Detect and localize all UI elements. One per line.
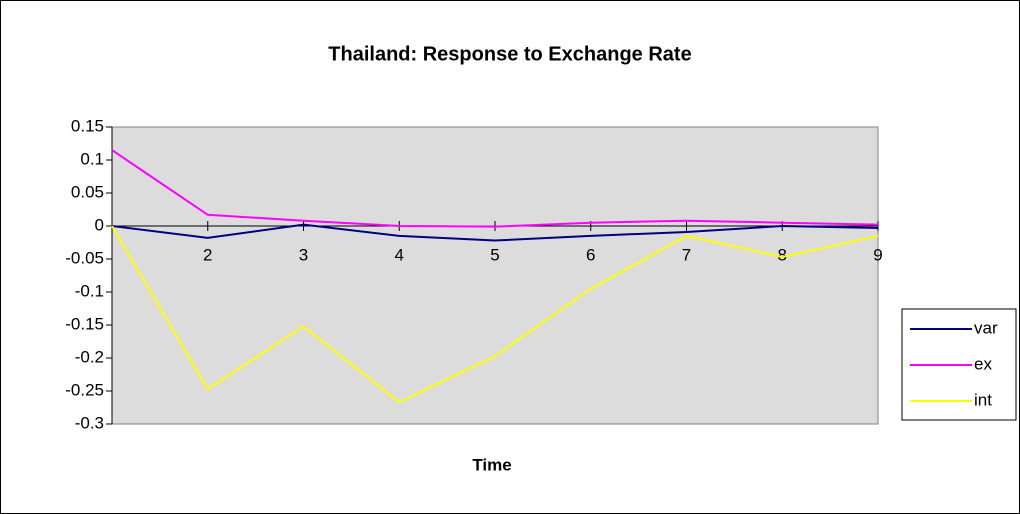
legend-label: int bbox=[974, 390, 992, 409]
y-tick-label: 0.05 bbox=[71, 182, 104, 201]
x-tick-label: 3 bbox=[299, 245, 308, 264]
y-tick-label: 0.15 bbox=[71, 116, 104, 135]
legend-label: var bbox=[974, 318, 998, 337]
x-tick-label: 5 bbox=[490, 245, 499, 264]
y-tick-label: -0.1 bbox=[75, 281, 104, 300]
x-tick-label: 2 bbox=[203, 245, 212, 264]
x-tick-label: 6 bbox=[586, 245, 595, 264]
plot-area bbox=[111, 126, 879, 425]
y-tick-label: 0.1 bbox=[80, 149, 104, 168]
chart-title: Thailand: Response to Exchange Rate bbox=[328, 43, 691, 65]
y-tick-label: -0.15 bbox=[65, 314, 104, 333]
series-line bbox=[111, 223, 879, 242]
legend-label: ex bbox=[974, 354, 992, 373]
y-tick-label: -0.05 bbox=[65, 248, 104, 267]
x-tick-label: 4 bbox=[395, 245, 404, 264]
series-line bbox=[111, 149, 879, 228]
x-tick-label: 8 bbox=[778, 245, 787, 264]
y-tick-label: -0.2 bbox=[75, 347, 104, 366]
series-line bbox=[111, 225, 879, 404]
x-tick-label: 9 bbox=[873, 245, 882, 264]
y-tick-label: -0.25 bbox=[65, 380, 104, 399]
x-axis-title: Time bbox=[472, 455, 511, 474]
y-tick-label: 0 bbox=[95, 215, 104, 234]
y-tick-label: -0.3 bbox=[75, 413, 104, 432]
x-tick-label: 7 bbox=[682, 245, 691, 264]
